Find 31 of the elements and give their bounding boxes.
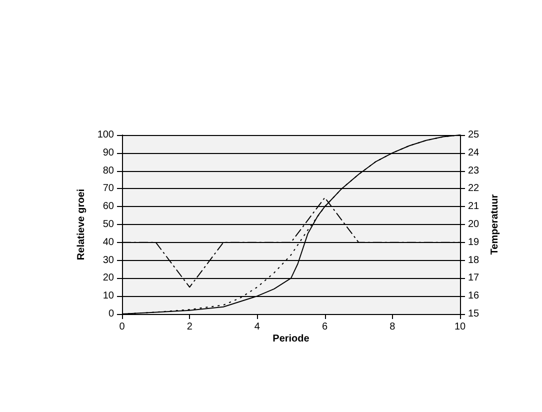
- y2-tick-label: 20: [468, 219, 480, 230]
- x-tick-label: 10: [454, 322, 466, 332]
- x-tick-label: 8: [390, 322, 396, 332]
- y-tick-label: 90: [102, 147, 114, 158]
- x-tick-label: 4: [254, 322, 260, 332]
- x-tick-label: 2: [186, 322, 193, 332]
- y2-tick-label: 23: [468, 165, 480, 176]
- x-tick-label: 6: [322, 322, 328, 332]
- y2-tick-label: 24: [468, 147, 480, 158]
- y-tick-label: 0: [108, 308, 114, 320]
- y-axis-title: Relatieve groei: [76, 188, 87, 260]
- y-tick-label: 20: [102, 272, 114, 284]
- y2-tick-label: 25: [468, 130, 480, 140]
- x-axis-title: Periode: [272, 334, 310, 344]
- y-tick-label: 60: [102, 201, 114, 212]
- y2-tick-label: 17: [468, 272, 480, 284]
- y2-axis-title: Temperatuur: [490, 194, 501, 255]
- x-tick-label: 0: [119, 322, 126, 332]
- y-tick-label: 80: [102, 165, 114, 176]
- y-tick-label: 50: [102, 219, 114, 230]
- y-tick-label: 70: [102, 183, 114, 194]
- y2-tick-label: 22: [468, 183, 480, 194]
- y2-tick-label: 15: [468, 308, 480, 320]
- y-tick-label: 10: [102, 290, 114, 302]
- y-tick-label: 40: [102, 236, 114, 248]
- y2-tick-label: 16: [468, 290, 480, 302]
- y2-tick-label: 21: [468, 201, 480, 212]
- y2-tick-label: 19: [468, 236, 480, 248]
- y-tick-label: 100: [97, 130, 114, 140]
- y-tick-label: 30: [102, 254, 114, 266]
- y2-tick-label: 18: [468, 254, 480, 266]
